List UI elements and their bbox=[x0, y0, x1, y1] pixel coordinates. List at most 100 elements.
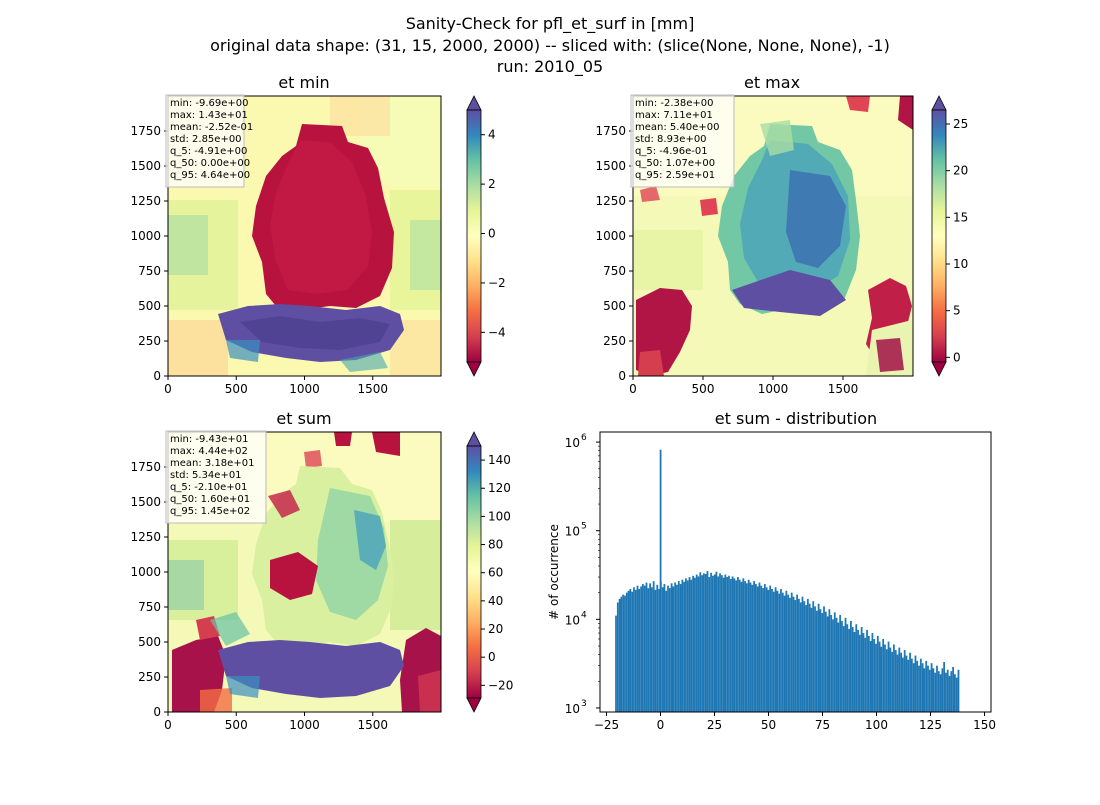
histogram-bar bbox=[636, 585, 639, 712]
stat-line: q_5: -2.10e+01 bbox=[170, 482, 247, 493]
histogram-bar bbox=[715, 571, 718, 712]
histogram-bar bbox=[857, 629, 859, 712]
histogram-bar bbox=[649, 583, 651, 712]
histogram-bar bbox=[921, 663, 924, 712]
histogram-bar bbox=[747, 579, 750, 712]
colorbar-tick-label: 0 bbox=[488, 227, 496, 241]
histogram-bar bbox=[919, 658, 922, 712]
y-tick-label: 10 bbox=[565, 613, 580, 627]
colorbar-extend-top bbox=[466, 431, 482, 447]
histogram-bar bbox=[778, 593, 781, 712]
histogram-bar bbox=[670, 583, 673, 712]
histogram-bar bbox=[762, 588, 764, 712]
x-tick-label: 25 bbox=[707, 718, 722, 732]
colorbar-extend-top bbox=[931, 95, 947, 111]
x-tick-label: 0 bbox=[629, 382, 637, 396]
histogram-bar bbox=[654, 589, 657, 712]
histogram-bar bbox=[701, 575, 703, 712]
stat-line: mean: 3.18e+01 bbox=[170, 458, 254, 469]
histogram-bar bbox=[873, 638, 876, 712]
histogram-bar bbox=[823, 606, 825, 712]
histogram-bar bbox=[731, 576, 734, 712]
colorbar-tick-label: 15 bbox=[953, 210, 968, 224]
histogram-bar bbox=[864, 637, 867, 712]
histogram-bar bbox=[887, 641, 890, 712]
histogram-bar bbox=[661, 587, 664, 712]
y-tick-label: 1250 bbox=[595, 194, 626, 208]
y-tick-label: 750 bbox=[603, 264, 626, 278]
histogram-bar bbox=[708, 577, 711, 712]
colorbar-extend-top bbox=[466, 95, 482, 111]
colorbar-tick-label: 80 bbox=[488, 538, 503, 552]
stat-line: mean: 5.40e+00 bbox=[635, 122, 719, 133]
histogram-bar bbox=[656, 584, 659, 712]
histogram-bar bbox=[858, 634, 861, 712]
histogram-bar bbox=[900, 652, 902, 712]
colorbar-gradient bbox=[466, 445, 482, 699]
histogram-bar bbox=[645, 582, 648, 712]
histogram-bar bbox=[821, 612, 824, 712]
histogram-bar bbox=[643, 585, 646, 712]
stat-line: max: 1.43e+01 bbox=[170, 110, 248, 121]
histogram-bar bbox=[760, 585, 763, 712]
histogram-bar bbox=[758, 582, 761, 712]
histogram-bar bbox=[839, 614, 842, 712]
stat-line: std: 2.85e+00 bbox=[170, 134, 242, 145]
histogram-bar bbox=[749, 582, 752, 712]
stat-line: max: 4.44e+02 bbox=[170, 446, 248, 457]
histogram-bar bbox=[647, 588, 650, 712]
histogram-bar bbox=[817, 603, 820, 712]
histogram-bar bbox=[711, 575, 714, 712]
colorbar-tick-label: 140 bbox=[488, 453, 511, 467]
histogram-bar bbox=[738, 579, 741, 712]
histogram-bar bbox=[937, 671, 940, 712]
colorbar-et-max: 25 20 15 10 5 0 bbox=[931, 95, 968, 377]
colorbar-gradient bbox=[466, 109, 482, 363]
histogram-bar bbox=[830, 614, 833, 712]
histogram-bar bbox=[927, 665, 929, 712]
colorbar-gradient bbox=[931, 109, 947, 363]
x-tick-label: 1000 bbox=[758, 382, 789, 396]
histogram-bar bbox=[869, 640, 872, 712]
histogram-bar bbox=[754, 584, 757, 712]
histogram-bar bbox=[880, 646, 883, 712]
histogram-bar bbox=[672, 586, 675, 712]
histogram-bar bbox=[742, 578, 745, 712]
x-tick-label: 100 bbox=[865, 718, 888, 732]
histogram-bar bbox=[679, 584, 682, 712]
axis-ticks-et-max: 0 500 1000 1500 0 250 500 750 1000 1250 1500 1750 bbox=[595, 124, 858, 396]
histogram-bar bbox=[946, 669, 949, 712]
axis-ticks-et-sum: 0 500 1000 1500 0 250 500 750 1000 1250 1500 1750 bbox=[130, 460, 388, 732]
histogram-bar bbox=[955, 677, 958, 712]
histogram-bar bbox=[772, 591, 775, 712]
panel-et-min-title: et min bbox=[278, 73, 329, 92]
stat-line: q_5: -4.96e-01 bbox=[635, 146, 708, 157]
y-tick-label: 1000 bbox=[130, 565, 161, 579]
histogram-bar bbox=[905, 655, 908, 712]
histogram-bar bbox=[665, 590, 668, 712]
histogram-bar bbox=[624, 595, 626, 712]
histogram-bar bbox=[638, 588, 641, 712]
histogram-bar bbox=[729, 579, 732, 712]
histogram-bar bbox=[769, 585, 772, 712]
histogram-bar bbox=[694, 577, 696, 712]
histogram-bar bbox=[957, 669, 960, 712]
histogram-bar bbox=[642, 584, 644, 712]
histogram-bar bbox=[953, 674, 956, 712]
stat-line: q_50: 0.00e+00 bbox=[170, 158, 250, 169]
histogram-bar bbox=[846, 624, 849, 712]
histogram-bar bbox=[812, 601, 815, 712]
stat-line: max: 7.11e+01 bbox=[635, 110, 713, 121]
colorbar-tick-label: 100 bbox=[488, 509, 511, 523]
x-tick-label: 50 bbox=[761, 718, 776, 732]
histogram-bar bbox=[781, 592, 784, 712]
histogram-bar bbox=[796, 594, 799, 712]
colorbar-extend-bottom bbox=[466, 697, 482, 713]
histogram-bar bbox=[952, 666, 954, 712]
histogram-bars bbox=[615, 449, 960, 712]
stats-box-et-min: min: -9.69e+00 max: 1.43e+01 mean: -2.52… bbox=[165, 94, 253, 188]
histogram-bar bbox=[853, 631, 856, 712]
colorbar-tick-label: 0 bbox=[953, 350, 961, 364]
histogram-bar bbox=[737, 577, 739, 712]
